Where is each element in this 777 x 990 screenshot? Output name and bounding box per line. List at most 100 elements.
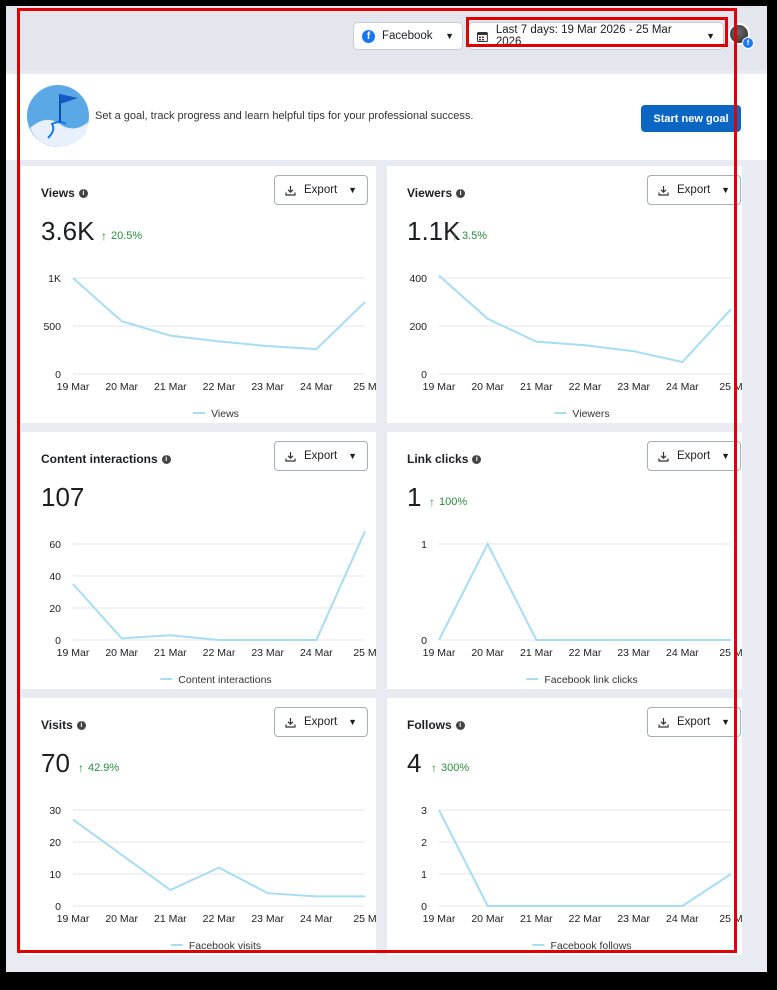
x-tick-label: 24 Mar xyxy=(666,381,699,393)
info-icon[interactable]: i xyxy=(76,720,86,730)
x-tick-label: 22 Mar xyxy=(569,381,602,393)
arrow-up-icon: ↑ xyxy=(78,761,84,775)
metric-title-text: Follows xyxy=(407,718,452,732)
x-tick-label: 19 Mar xyxy=(57,647,90,659)
x-tick-label: 24 Mar xyxy=(666,913,699,925)
metric-card-views: Views i Export ▼ 3.6K ↑ 20.5% 0 500 1K 19 Mar 20 Ma… xyxy=(21,166,376,423)
y-tick-label: 10 xyxy=(49,869,61,881)
x-tick-label: 20 Mar xyxy=(471,913,504,925)
chart-legend: Facebook visits xyxy=(170,940,261,952)
x-tick-label: 23 Mar xyxy=(617,381,650,393)
metric-title: Follows i xyxy=(407,718,465,732)
export-button[interactable]: Export ▼ xyxy=(274,175,368,205)
metric-value: 107 xyxy=(41,482,85,512)
y-tick-label: 400 xyxy=(409,273,427,285)
y-tick-label: 500 xyxy=(43,321,61,333)
caret-down-icon: ▼ xyxy=(721,717,730,727)
x-tick-label: 21 Mar xyxy=(154,647,187,659)
chart-legend: Content interactions xyxy=(160,674,272,686)
metric-value: 1 xyxy=(407,482,422,512)
series-line xyxy=(438,541,731,641)
export-label: Export xyxy=(677,450,711,462)
caret-down-icon: ▼ xyxy=(445,31,454,41)
y-tick-label: 60 xyxy=(49,539,61,551)
metric-card-content-interactions: Content interactions i Export ▼ 107 0 20 40 60 19… xyxy=(21,432,376,689)
x-tick-label: 19 Mar xyxy=(423,647,456,659)
info-icon[interactable]: i xyxy=(456,188,466,198)
export-button[interactable]: Export ▼ xyxy=(647,707,741,737)
x-tick-label: 19 Mar xyxy=(57,381,90,393)
download-icon xyxy=(285,451,296,462)
metric-delta: ↑ 300% xyxy=(431,761,469,775)
x-tick-label: 19 Mar xyxy=(423,913,456,925)
x-tick-label: 24 Mar xyxy=(300,381,333,393)
metric-card-link-clicks: Link clicks i Export ▼ 1 ↑ 100% 0 1 19 Mar 20 Mar 2… xyxy=(387,432,742,689)
line-chart: 0 500 1K 19 Mar 20 Mar 21 Mar 22 Mar 23 Mar 24 M… xyxy=(43,273,376,420)
start-new-goal-button[interactable]: Start new goal xyxy=(641,105,741,132)
info-icon[interactable]: i xyxy=(455,720,465,730)
y-tick-label: 30 xyxy=(49,805,61,817)
metric-title: Content interactions i xyxy=(41,452,171,466)
line-chart: 0 10 20 30 19 Mar 20 Mar 21 Mar 22 Mar 23 Mar 24 … xyxy=(49,805,376,952)
legend-label: Content interactions xyxy=(178,674,271,686)
y-tick-label: 200 xyxy=(409,321,427,333)
legend-label: Views xyxy=(211,408,239,420)
metric-title: Views i xyxy=(41,186,88,200)
x-tick-label: 21 Mar xyxy=(520,913,553,925)
line-chart: 0 1 2 3 19 Mar 20 Mar 21 Mar 22 Mar 23 Mar 24 Mar… xyxy=(421,805,742,952)
export-label: Export xyxy=(304,716,338,728)
export-button[interactable]: Export ▼ xyxy=(647,175,741,205)
x-tick-label: 23 Mar xyxy=(251,913,284,925)
metric-delta: ↑ 100% xyxy=(429,495,467,509)
metric-delta-value: 20.5% xyxy=(111,230,143,242)
x-tick-label: 25 M xyxy=(719,647,742,659)
metric-card-viewers: Viewers i Export ▼ 1.1K ↑ 3.5% 0 200 400 19 Mar 20 … xyxy=(387,166,742,423)
caret-down-icon: ▼ xyxy=(348,185,357,195)
y-tick-label: 40 xyxy=(49,571,61,583)
metric-value: 3.6K xyxy=(41,216,95,246)
x-tick-label: 23 Mar xyxy=(617,913,650,925)
series-line xyxy=(438,809,732,907)
x-tick-label: 25 M xyxy=(353,647,376,659)
facebook-badge-icon: f xyxy=(742,37,754,49)
export-label: Export xyxy=(677,716,711,728)
x-tick-label: 20 Mar xyxy=(105,647,138,659)
caret-down-icon: ▼ xyxy=(706,31,715,41)
platform-label: Facebook xyxy=(382,30,433,42)
export-button[interactable]: Export ▼ xyxy=(274,707,368,737)
arrow-up-icon: ↑ xyxy=(101,229,107,243)
metric-title-text: Views xyxy=(41,186,75,200)
x-tick-label: 20 Mar xyxy=(105,381,138,393)
metric-delta-value: 42.9% xyxy=(88,762,120,774)
caret-down-icon: ▼ xyxy=(348,717,357,727)
arrow-up-icon: ↑ xyxy=(429,495,435,509)
y-tick-label: 0 xyxy=(421,901,427,913)
metric-value: 70 xyxy=(41,748,70,778)
metric-value: 1.1K xyxy=(407,216,461,246)
date-range-selector[interactable]: Last 7 days: 19 Mar 2026 - 25 Mar 2026 ▼ xyxy=(468,22,724,50)
y-tick-label: 3 xyxy=(421,805,427,817)
platform-selector[interactable]: f Facebook ▼ xyxy=(353,22,463,50)
y-tick-label: 0 xyxy=(421,635,427,647)
metric-delta: ↑ 42.9% xyxy=(78,761,119,775)
date-range-label: Last 7 days: 19 Mar 2026 - 25 Mar 2026 xyxy=(495,24,672,48)
series-line xyxy=(72,530,366,641)
info-icon[interactable]: i xyxy=(78,188,88,198)
goal-banner: Set a goal, track progress and learn hel… xyxy=(6,74,767,160)
facebook-icon: f xyxy=(362,29,375,43)
metric-title: Visits i xyxy=(41,718,86,732)
y-tick-label: 2 xyxy=(421,837,427,849)
line-chart: 0 1 19 Mar 20 Mar 21 Mar 22 Mar 23 Mar 24 Mar 25… xyxy=(421,539,742,686)
export-button[interactable]: Export ▼ xyxy=(274,441,368,471)
x-tick-label: 22 Mar xyxy=(569,913,602,925)
calendar-icon xyxy=(477,31,488,42)
export-button[interactable]: Export ▼ xyxy=(647,441,741,471)
info-icon[interactable]: i xyxy=(161,454,171,464)
x-tick-label: 24 Mar xyxy=(666,647,699,659)
download-icon xyxy=(285,185,296,196)
metric-title-text: Link clicks xyxy=(407,452,469,466)
info-icon[interactable]: i xyxy=(472,454,482,464)
insights-dashboard: f Facebook ▼ Last 7 days: 19 Mar 2026 - … xyxy=(6,6,767,972)
legend-label: Viewers xyxy=(572,408,609,420)
series-line xyxy=(438,274,732,364)
